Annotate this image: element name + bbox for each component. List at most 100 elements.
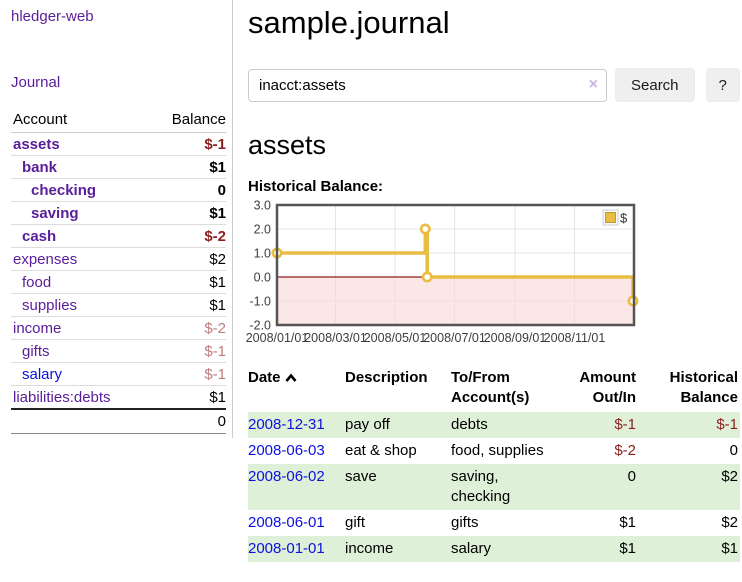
transaction-balance: $1 [721, 540, 738, 557]
register-header-amount: Amount Out/In [579, 369, 636, 406]
account-row: salary $-1 [11, 362, 226, 386]
transaction-amount: 0 [627, 468, 636, 485]
account-balance: $-2 [148, 316, 226, 340]
account-balance: $-2 [148, 224, 226, 248]
account-row: assets $-1 [11, 132, 226, 156]
account-link[interactable]: supplies [22, 296, 78, 314]
account-row: bank $1 [11, 155, 226, 179]
register-header-date-label: Date [248, 369, 281, 386]
svg-text:1.0: 1.0 [254, 247, 271, 261]
historical-balance-chart[interactable]: 3.0 2.0 1.0 0.0 -1.0 -2.02008/01/012008/03/01… [246, 199, 740, 347]
app-brand: hledger-web [11, 8, 225, 25]
account-link[interactable]: liabilities:debts [13, 388, 111, 406]
clear-search-icon[interactable]: × [588, 75, 598, 93]
search-row: × Search ? [248, 68, 740, 102]
transaction-description: gift [345, 514, 366, 531]
sidebar-nav: Journal [11, 74, 225, 91]
page-title: sample.journal [248, 5, 450, 40]
brand-link[interactable]: hledger-web [11, 8, 94, 25]
accounts-body: assets $-1 bank $1 checking 0 saving $1 cash $-2 e… [11, 132, 226, 409]
transaction-amount: $1 [619, 514, 636, 531]
chart-heading: Historical Balance: [248, 178, 384, 195]
register-body: 2008-12-31 pay off debts $-1 $-1 2008-06-03 ea… [248, 412, 740, 562]
account-balance: $1 [148, 270, 226, 294]
transaction-balance: $-1 [716, 416, 738, 433]
register-header-balance: Historical Balance [669, 369, 738, 406]
account-link[interactable]: income [13, 319, 62, 337]
account-row: gifts $-1 [11, 339, 226, 363]
svg-text:3.0: 3.0 [254, 199, 271, 213]
transaction-accounts: gifts [451, 514, 479, 531]
register-table: Date Description To/From Account(s) Amou… [248, 366, 740, 562]
account-link[interactable]: assets [13, 135, 60, 153]
account-balance: $-1 [148, 339, 226, 363]
svg-text:2008/07/01: 2008/07/01 [423, 331, 486, 345]
chart-box: 3.0 2.0 1.0 0.0 -1.0 -2.0 2008/01/01 2008/03/01… [246, 199, 740, 347]
transaction-amount: $1 [619, 540, 636, 557]
transaction-row: 2008-01-01 income salary $1 $1 [248, 536, 740, 562]
account-balance: $1 [148, 385, 226, 409]
transaction-description: save [345, 468, 377, 485]
account-balance: $1 [148, 155, 226, 179]
transaction-balance: $2 [721, 468, 738, 485]
account-row: cash $-2 [11, 224, 226, 248]
transaction-date-link[interactable]: 2008-06-03 [248, 442, 325, 459]
account-link[interactable]: expenses [13, 250, 78, 268]
transaction-row: 2008-06-03 eat & shop food, supplies $-2 0 [248, 438, 740, 464]
transaction-date-link[interactable]: 2008-06-01 [248, 514, 325, 531]
search-field-wrap: × [248, 68, 607, 102]
transaction-date-link[interactable]: 2008-06-02 [248, 468, 325, 485]
accounts-total-spacer [11, 408, 149, 434]
account-row: saving $1 [11, 201, 226, 225]
account-row: liabilities:debts $1 [11, 385, 226, 409]
transaction-balance: 0 [729, 442, 738, 459]
transaction-accounts: salary [451, 540, 492, 557]
search-button[interactable]: Search [615, 68, 695, 102]
help-button[interactable]: ? [705, 68, 740, 102]
account-row: supplies $1 [11, 293, 226, 317]
transaction-accounts: debts [451, 416, 488, 433]
transaction-amount: $-2 [614, 442, 636, 459]
account-link[interactable]: checking [31, 181, 97, 199]
account-row: checking 0 [11, 178, 226, 202]
accounts-header-account: Account [13, 111, 68, 128]
account-link[interactable]: cash [22, 227, 57, 245]
transaction-description: pay off [345, 416, 390, 433]
svg-text:-1.0: -1.0 [249, 295, 271, 309]
account-balance: $1 [148, 293, 226, 317]
register-header-accounts: To/From Account(s) [451, 369, 530, 406]
accounts-total-row: 0 [11, 408, 226, 434]
transaction-description: eat & shop [345, 442, 417, 459]
account-row: food $1 [11, 270, 226, 294]
account-link[interactable]: food [22, 273, 52, 291]
transaction-row: 2008-06-02 save saving, checking 0 $2 [248, 464, 740, 510]
account-link[interactable]: saving [31, 204, 79, 222]
search-input[interactable] [248, 68, 607, 102]
register-header-date[interactable]: Date [248, 366, 345, 412]
svg-text:-2.0: -2.0 [249, 319, 271, 333]
account-balance: $2 [148, 247, 226, 271]
svg-text:$: $ [620, 211, 628, 226]
svg-text:2008/03/01: 2008/03/01 [304, 331, 367, 345]
transaction-date-link[interactable]: 2008-12-31 [248, 416, 325, 433]
account-balance: $-1 [148, 362, 226, 386]
transaction-accounts: saving, checking [451, 468, 511, 505]
svg-text:2008/09/01: 2008/09/01 [484, 331, 547, 345]
accounts-table: Account Balance assets $-1 bank $1 checking 0… [11, 108, 226, 434]
transaction-date-link[interactable]: 2008-01-01 [248, 540, 325, 557]
transaction-accounts: food, supplies [451, 442, 544, 459]
register-header-row: Date Description To/From Account(s) Amou… [248, 366, 740, 412]
sort-ascending-icon [285, 373, 297, 382]
account-heading: assets [248, 130, 327, 160]
transaction-balance: $2 [721, 514, 738, 531]
account-link[interactable]: salary [22, 365, 63, 383]
account-balance: 0 [148, 178, 226, 202]
transaction-row: 2008-06-01 gift gifts $1 $2 [248, 510, 740, 536]
svg-text:2008/01/01: 2008/01/01 [246, 331, 309, 345]
account-link[interactable]: gifts [22, 342, 50, 360]
transaction-row: 2008-12-31 pay off debts $-1 $-1 [248, 412, 740, 438]
sidebar-item-journal[interactable]: Journal [11, 74, 61, 91]
accounts-total-balance: 0 [148, 408, 226, 434]
account-balance: $1 [148, 201, 226, 225]
account-link[interactable]: bank [22, 158, 58, 176]
